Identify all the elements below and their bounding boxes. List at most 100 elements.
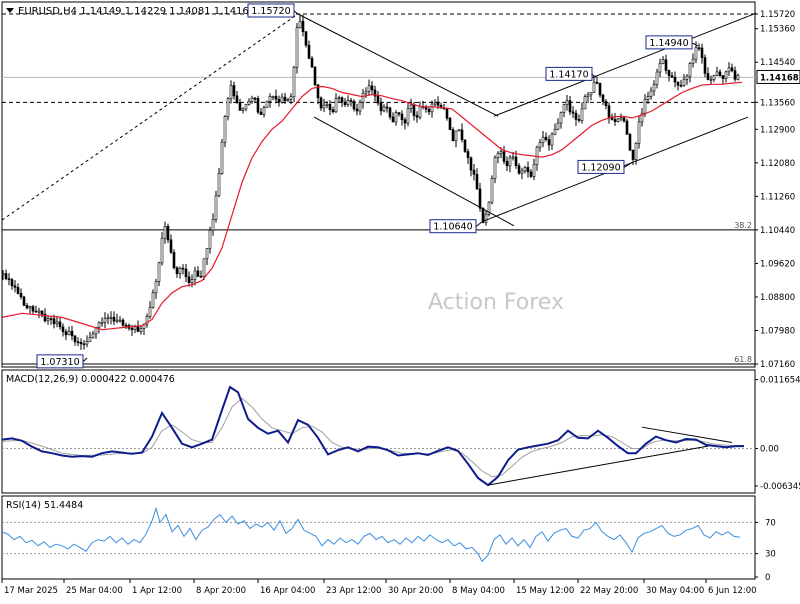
- candle-body: [124, 324, 128, 327]
- time-axis-label: 1 Apr 12:00: [132, 586, 182, 596]
- candle-body: [373, 89, 377, 97]
- candle-body: [190, 279, 194, 283]
- candle-body: [415, 115, 419, 118]
- candle-body: [7, 278, 11, 280]
- candle-body: [259, 111, 263, 115]
- candle-body: [364, 91, 368, 94]
- candle-body: [52, 318, 56, 325]
- candle-body: [76, 341, 80, 344]
- candle-body: [310, 58, 314, 68]
- candle-body: [196, 270, 200, 277]
- candle-body: [550, 133, 554, 146]
- candle-body: [67, 330, 71, 336]
- candle-body: [598, 82, 602, 96]
- candle-body: [370, 85, 374, 91]
- macd-axis-label: 0.00: [760, 444, 779, 454]
- price-axis-label: 1.12900: [760, 125, 795, 135]
- candle-body: [13, 285, 17, 288]
- candle-body: [181, 267, 185, 270]
- candle-body: [349, 99, 353, 102]
- macd-line: [1, 385, 744, 487]
- macd-trend-line: [641, 426, 733, 444]
- candle-body: [538, 142, 542, 148]
- candle-body: [220, 141, 224, 174]
- candle-body: [619, 117, 623, 120]
- candle-body: [622, 117, 626, 122]
- candle-body: [502, 151, 506, 162]
- candle-body: [724, 71, 728, 79]
- macd-label: MACD(12,26,9) 0.000422 0.000476: [6, 374, 175, 385]
- candle-body: [298, 20, 302, 29]
- candle-body: [376, 95, 380, 104]
- candle-body: [508, 157, 512, 167]
- candle-body: [148, 307, 152, 317]
- price-axis-label: 1.13560: [760, 98, 795, 108]
- candle-body: [31, 306, 35, 312]
- candle-body: [61, 326, 65, 333]
- candle-body: [607, 105, 611, 118]
- candle-body: [139, 328, 143, 332]
- candle-body: [640, 112, 644, 123]
- candle-body: [235, 95, 239, 103]
- candle-body: [718, 71, 722, 76]
- candle-body: [577, 119, 581, 121]
- price-axis-label: 1.12080: [760, 159, 795, 169]
- candle-body: [409, 104, 413, 109]
- candle-body: [388, 107, 392, 118]
- candle-body: [436, 101, 440, 106]
- macd-layer: [1, 385, 755, 487]
- candle-body: [451, 129, 455, 142]
- candle-body: [397, 112, 401, 115]
- candle-body: [430, 103, 434, 113]
- candle-body: [385, 106, 389, 109]
- candle-body: [292, 67, 296, 98]
- candle-body: [256, 98, 260, 113]
- candle-body: [244, 104, 248, 110]
- candle-body: [496, 153, 500, 158]
- current-price-tag: [756, 69, 800, 84]
- candle-body: [115, 319, 119, 322]
- axis-layer: 1.15720 1.15360 1.14540 1.14168 1.13560 1.129…: [1, 10, 800, 596]
- watermark: Action Forex: [428, 290, 564, 315]
- candle-body: [322, 104, 326, 109]
- candle-body: [109, 316, 113, 319]
- candle-body: [229, 85, 233, 99]
- candle-body: [283, 96, 287, 101]
- candle-body: [400, 113, 404, 121]
- candle-body: [250, 97, 254, 102]
- candle-body: [46, 318, 50, 322]
- macd-trend-line: [487, 445, 709, 486]
- candle-body: [652, 84, 656, 92]
- candle-body: [340, 97, 344, 103]
- candle-body: [472, 169, 476, 175]
- candle-body: [484, 214, 488, 223]
- candle-body: [667, 70, 671, 76]
- candle-body: [562, 104, 566, 113]
- candle-body: [418, 106, 422, 118]
- candle-body: [238, 102, 242, 111]
- price-axis-label: 1.08800: [760, 293, 795, 303]
- candle-body: [595, 81, 599, 84]
- candle-body: [565, 100, 569, 106]
- time-axis-label: 30 Apr 20:00: [388, 586, 443, 596]
- candle-body: [157, 262, 161, 282]
- price-label-text: 1.15720: [251, 6, 290, 17]
- candle-body: [664, 59, 668, 71]
- rsi-panel-frame: [1, 495, 756, 580]
- dropdown-arrow-icon[interactable]: [6, 8, 14, 13]
- candle-body: [556, 122, 560, 130]
- candle-body: [583, 96, 587, 110]
- candle-body: [295, 27, 299, 68]
- rsi-axis-label: 30: [765, 550, 776, 560]
- candle-body: [208, 229, 212, 249]
- price-label-box: [577, 159, 625, 174]
- candle-body: [493, 157, 497, 179]
- candle-body: [403, 119, 407, 124]
- price-label-text: 1.10640: [433, 222, 472, 233]
- candle-body: [613, 119, 617, 122]
- candle-body: [487, 201, 491, 215]
- candle-body: [475, 174, 479, 190]
- macd-axis-label: 0.011654: [760, 376, 800, 386]
- candle-body: [676, 81, 680, 86]
- candle-body: [184, 268, 188, 278]
